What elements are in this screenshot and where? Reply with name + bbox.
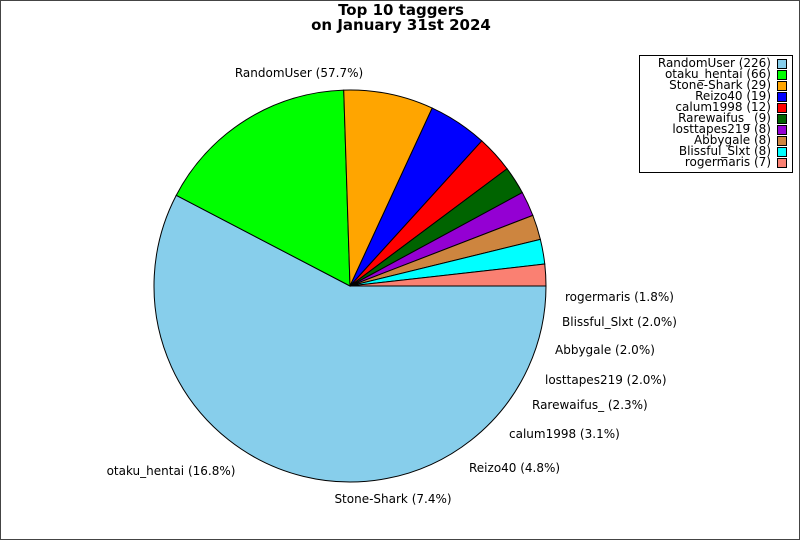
legend-item: RandomUser (226): [640, 56, 787, 70]
legend-item: otaku_hentai (66): [640, 67, 787, 81]
legend-label: Abbygale (8): [693, 133, 771, 147]
slice-label-losttapes219: losttapes219 (2.0%): [545, 373, 667, 387]
legend-label: calum1998 (12): [675, 100, 771, 114]
legend-item: Blissful_Slxt (8): [640, 144, 787, 158]
legend-label: Stone-Shark (29): [669, 78, 771, 92]
slice-label-randomuser: RandomUser (57.7%): [235, 66, 363, 80]
legend-item: Reizo40 (19): [640, 89, 787, 103]
slice-label-calum1998: calum1998 (3.1%): [509, 427, 620, 441]
legend-label: RandomUser (226): [657, 56, 771, 70]
slice-label-stone-shark: Stone-Shark (7.4%): [334, 492, 451, 506]
legend-item: rogermaris (7): [640, 155, 787, 169]
legend-swatch: [777, 146, 787, 157]
legend-label: Reizo40 (19): [695, 89, 771, 103]
pie-slice-rogermaris: [349, 263, 547, 287]
legend-item: calum1998 (12): [640, 100, 787, 114]
legend-item: Abbygale (8): [640, 133, 787, 147]
slice-label-abbygale: Abbygale (2.0%): [555, 343, 655, 357]
legend-item: Stone-Shark (29): [640, 78, 787, 92]
legend-swatch: [777, 135, 787, 146]
legend-label: losttapes219 (8): [672, 122, 771, 136]
slice-label-blissful-slxt: Blissful_Slxt (2.0%): [562, 315, 677, 329]
legend-swatch: [777, 80, 787, 91]
chart-title-line-1: Top 10 taggers: [338, 1, 464, 19]
legend-label: otaku_hentai (66): [664, 67, 771, 81]
pie-slice-randomuser: [153, 194, 547, 483]
legend-swatch: [777, 157, 787, 168]
legend-swatch: [777, 58, 787, 69]
legend-label: Blissful_Slxt (8): [678, 144, 771, 158]
slice-label-rogermaris: rogermaris (1.8%): [565, 290, 674, 304]
slice-label-otaku-hentai: otaku_hentai (16.8%): [107, 464, 236, 478]
slice-label-reizo40: Reizo40 (4.8%): [469, 461, 560, 475]
legend-swatch: [777, 69, 787, 80]
legend-swatch: [777, 91, 787, 102]
legend-swatch: [777, 102, 787, 113]
legend-item: losttapes219 (8): [640, 122, 787, 136]
legend-swatch: [777, 113, 787, 124]
chart-legend: RandomUser (226) otaku_hentai (66) Stone-S…: [639, 55, 793, 173]
legend-swatch: [777, 124, 787, 135]
legend-label: Rarewaifus_ (9): [678, 111, 771, 125]
chart-title-line-2: on January 31st 2024: [311, 16, 491, 34]
pie-slice-otaku-hentai: [175, 89, 351, 287]
legend-label: rogermaris (7): [684, 155, 771, 169]
chart-title: Top 10 taggers on January 31st 2024: [1, 3, 800, 33]
slice-label-rarewaifus: Rarewaifus_ (2.3%): [532, 398, 648, 412]
legend-item: Rarewaifus_ (9): [640, 111, 787, 125]
